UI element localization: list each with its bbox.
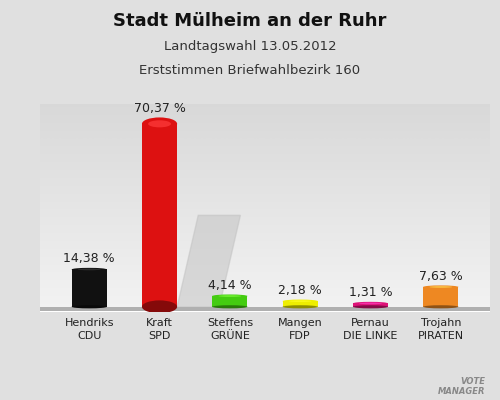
Text: Erststimmen Briefwahlbezirk 160: Erststimmen Briefwahlbezirk 160 — [140, 64, 360, 77]
Ellipse shape — [142, 118, 177, 130]
Text: 4,14 %: 4,14 % — [208, 279, 252, 292]
Ellipse shape — [353, 302, 388, 305]
Ellipse shape — [72, 268, 107, 271]
Ellipse shape — [282, 305, 318, 308]
Text: Landtagswahl 13.05.2012: Landtagswahl 13.05.2012 — [164, 40, 336, 53]
Text: 70,37 %: 70,37 % — [134, 102, 186, 115]
Ellipse shape — [288, 300, 312, 302]
Polygon shape — [177, 215, 240, 307]
Text: 7,63 %: 7,63 % — [419, 270, 463, 283]
Text: 1,31 %: 1,31 % — [348, 286, 393, 299]
Ellipse shape — [212, 294, 248, 298]
Bar — [282, 301, 318, 307]
Ellipse shape — [148, 120, 171, 127]
Ellipse shape — [359, 302, 382, 304]
Ellipse shape — [423, 305, 458, 308]
Ellipse shape — [282, 300, 318, 303]
Ellipse shape — [353, 305, 388, 308]
Bar — [423, 287, 458, 307]
Bar — [212, 296, 248, 307]
Ellipse shape — [142, 300, 177, 313]
Ellipse shape — [218, 295, 242, 297]
Bar — [142, 124, 177, 307]
Bar — [40, 307, 490, 311]
Ellipse shape — [212, 305, 248, 308]
Bar — [353, 303, 388, 307]
Text: VOTE
MANAGER: VOTE MANAGER — [438, 377, 485, 396]
Ellipse shape — [423, 286, 458, 288]
Ellipse shape — [72, 305, 107, 308]
Bar — [72, 270, 107, 307]
Ellipse shape — [78, 268, 100, 270]
Text: 14,38 %: 14,38 % — [64, 252, 115, 265]
Text: 2,18 %: 2,18 % — [278, 284, 322, 297]
Ellipse shape — [430, 286, 452, 288]
Text: Stadt Mülheim an der Ruhr: Stadt Mülheim an der Ruhr — [114, 12, 386, 30]
